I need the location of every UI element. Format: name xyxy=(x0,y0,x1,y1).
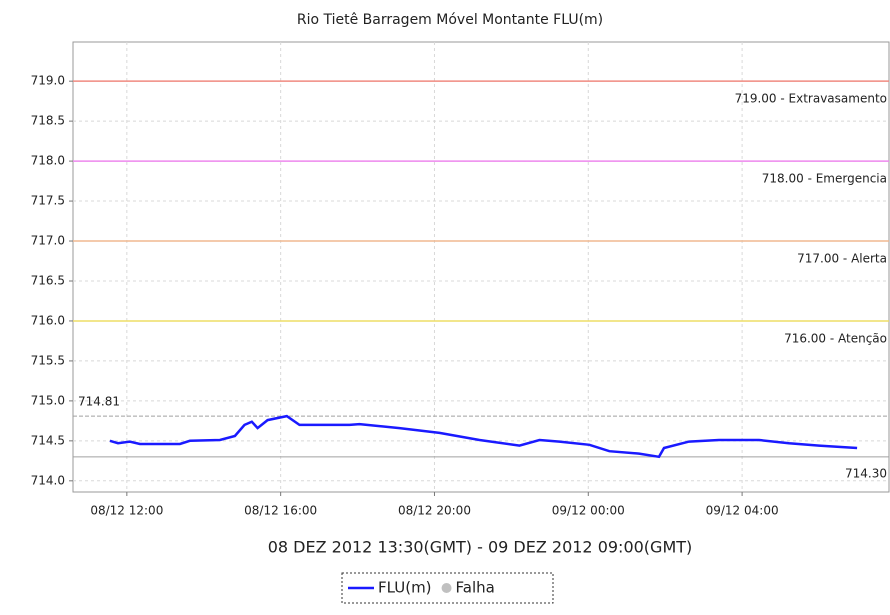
x-tick-label: 08/12 20:00 xyxy=(398,504,471,518)
max-label: 714.81 xyxy=(78,395,120,409)
chart-title: Rio Tietê Barragem Móvel Montante FLU(m) xyxy=(297,12,603,28)
plot-area xyxy=(72,41,890,493)
x-axis-label: 08 DEZ 2012 13:30(GMT) - 09 DEZ 2012 09:… xyxy=(268,538,693,557)
y-tick-label: 718.5 xyxy=(31,114,65,128)
x-tick-label: 08/12 16:00 xyxy=(244,504,317,518)
x-tick-label: 08/12 12:00 xyxy=(90,504,163,518)
legend-swatch xyxy=(441,583,452,593)
y-tick-label: 714.5 xyxy=(31,433,65,447)
y-tick-label: 719.0 xyxy=(31,74,65,88)
y-tick-label: 715.0 xyxy=(31,393,65,407)
threshold-label: 719.00 - Extravasamento xyxy=(735,92,887,106)
y-tick-label: 714.0 xyxy=(31,473,65,487)
series-line xyxy=(109,414,858,459)
x-tick-label: 09/12 00:00 xyxy=(552,504,625,518)
y-tick-label: 715.5 xyxy=(31,353,65,367)
threshold-label: 718.00 - Emergencia xyxy=(762,172,887,186)
x-tick-label: 09/12 04:00 xyxy=(706,504,779,518)
y-tick-label: 716.0 xyxy=(31,313,65,327)
min-label: 714.30 xyxy=(845,466,887,480)
y-tick-label: 718.0 xyxy=(31,154,65,168)
y-tick-label: 717.5 xyxy=(31,194,65,208)
y-tick-label: 717.0 xyxy=(31,234,65,248)
y-tick-label: 716.5 xyxy=(31,273,65,287)
threshold-label: 717.00 - Alerta xyxy=(797,252,887,266)
legend-label: Falha xyxy=(456,579,495,597)
threshold-label: 716.00 - Atenção xyxy=(784,331,887,345)
legend-label: FLU(m) xyxy=(378,579,432,597)
